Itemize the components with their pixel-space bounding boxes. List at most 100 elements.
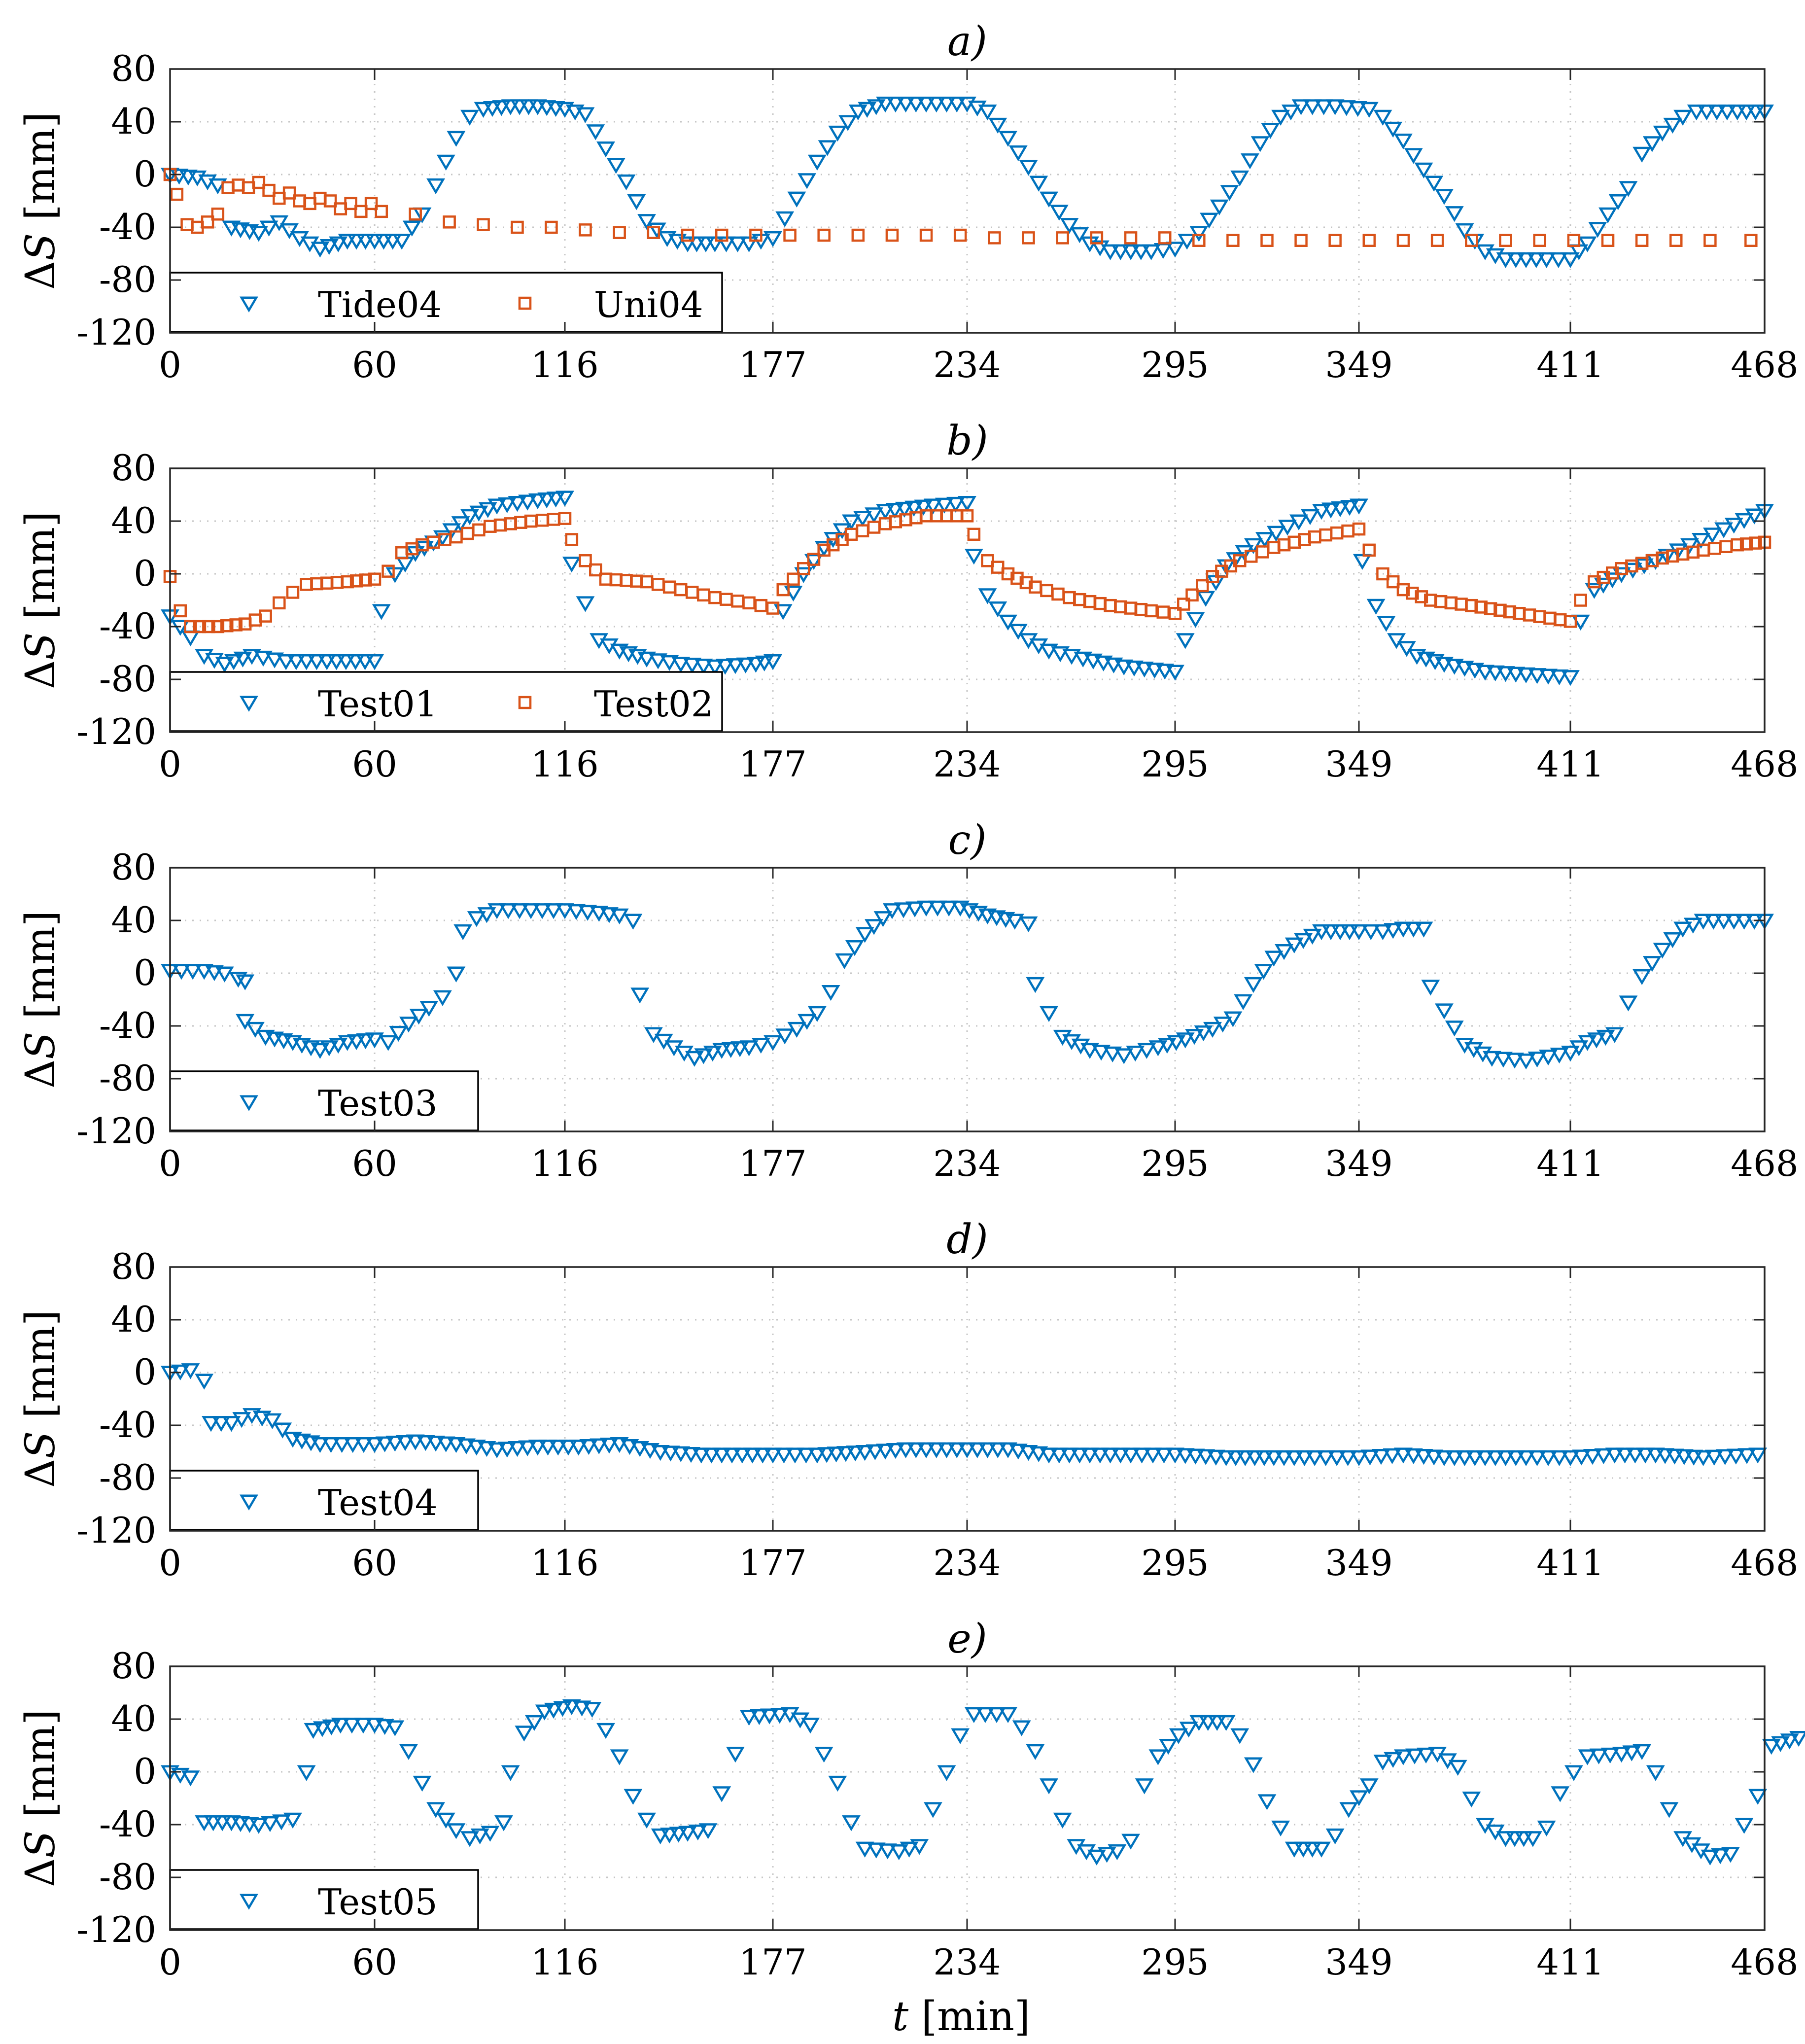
data-point: [848, 105, 868, 121]
data-point: [195, 1374, 214, 1390]
legend: Test01 Test02: [169, 671, 723, 732]
data-point: [1718, 105, 1736, 121]
data-point: [867, 1842, 886, 1859]
data-point: [224, 654, 243, 670]
data-point: [1080, 1043, 1099, 1059]
data-point: [562, 1699, 581, 1715]
data-point: [1598, 207, 1617, 223]
data-point: [338, 1035, 357, 1051]
data-point: [1208, 1715, 1227, 1731]
data-point: [1331, 924, 1350, 941]
data-point: [1561, 670, 1580, 686]
data-point: [1533, 234, 1546, 247]
data-point: [742, 596, 756, 610]
data-point: [705, 659, 725, 675]
data-point: [708, 591, 722, 604]
data-point: [346, 654, 365, 670]
data-point: [508, 1441, 527, 1457]
data-point: [1506, 252, 1526, 268]
data-point: [1527, 668, 1547, 684]
data-point: [878, 1843, 897, 1860]
data-point: [322, 1719, 341, 1735]
data-point: [1578, 1749, 1597, 1765]
data-point: [477, 1441, 496, 1457]
data-point: [1348, 101, 1367, 117]
data-point: [365, 654, 384, 670]
data-point: [477, 218, 490, 231]
data-point: [1148, 1040, 1168, 1057]
data-point: [1166, 242, 1184, 258]
panel-5: e) Test05 0 60 116 177 234 295 349 411 468 80 40 0 -40…: [17, 1616, 1805, 1983]
data-point: [610, 1437, 629, 1453]
data-point: [1567, 234, 1581, 247]
y-tick-label: 0: [134, 1751, 156, 1792]
data-point: [1636, 1447, 1655, 1464]
data-point: [1255, 532, 1274, 548]
x-tick-label: 60: [352, 743, 397, 785]
x-tick-label: 116: [531, 743, 598, 785]
data-point: [1203, 1022, 1222, 1038]
y-tick-label: -120: [76, 1110, 156, 1152]
data-point: [651, 1828, 670, 1845]
y-axis-delta: Δ: [17, 1459, 64, 1488]
data-point: [1517, 252, 1535, 268]
data-point: [392, 234, 412, 250]
data-point: [1070, 227, 1089, 244]
data-point: [968, 1442, 987, 1458]
data-point: [1373, 109, 1392, 126]
data-point: [620, 1439, 639, 1455]
x-tick-label: 349: [1325, 1941, 1392, 1983]
data-point: [1694, 1450, 1713, 1466]
data-point: [538, 1440, 557, 1456]
x-tick-label: 234: [933, 1143, 1001, 1184]
data-point: [817, 228, 831, 242]
data-point: [999, 131, 1017, 147]
data-point: [229, 972, 248, 988]
data-point: [535, 513, 549, 527]
data-point: [286, 654, 306, 670]
panel-2: b) Test01 Test02 0 60 116 177 234 295 349 411 468 80…: [17, 418, 1799, 785]
data-point: [1404, 1448, 1423, 1464]
data-point: [1550, 669, 1569, 685]
data-point: [807, 154, 827, 171]
data-point: [1169, 1728, 1188, 1744]
data-point: [447, 966, 466, 983]
data-point: [356, 234, 375, 250]
data-point: [1697, 105, 1716, 121]
data-point: [1194, 1025, 1213, 1042]
data-point: [389, 1025, 408, 1042]
data-point: [537, 492, 556, 509]
data-point: [265, 652, 284, 669]
y-tick-label: -40: [99, 1404, 156, 1445]
data-point: [416, 1435, 435, 1451]
data-point: [1157, 1037, 1177, 1054]
data-point: [1189, 1715, 1209, 1731]
data-point: [172, 964, 191, 980]
data-point: [1523, 1831, 1542, 1847]
data-point: [1563, 615, 1577, 628]
data-point: [565, 105, 585, 121]
data-point: [999, 1707, 1017, 1723]
x-tick-label: 116: [531, 1143, 598, 1184]
data-point: [1235, 545, 1254, 562]
data-point: [1384, 121, 1403, 138]
data-point: [896, 1442, 915, 1458]
data-point: [946, 496, 965, 513]
data-point: [1692, 532, 1710, 549]
data-point: [497, 497, 517, 513]
data-point: [754, 599, 768, 612]
x-tick-label: 234: [933, 743, 1001, 785]
data-point: [181, 1363, 200, 1379]
data-point: [399, 1017, 418, 1033]
data-point: [1114, 1048, 1134, 1064]
data-point: [743, 1447, 762, 1464]
data-point: [917, 1442, 936, 1458]
data-point: [1053, 1812, 1072, 1829]
data-point: [1561, 1450, 1580, 1466]
y-tick-label: -120: [76, 1909, 156, 1950]
data-point: [988, 231, 1001, 245]
data-point: [1216, 1715, 1236, 1731]
data-point: [649, 653, 668, 670]
data-point: [1561, 252, 1580, 268]
data-point: [368, 572, 382, 586]
